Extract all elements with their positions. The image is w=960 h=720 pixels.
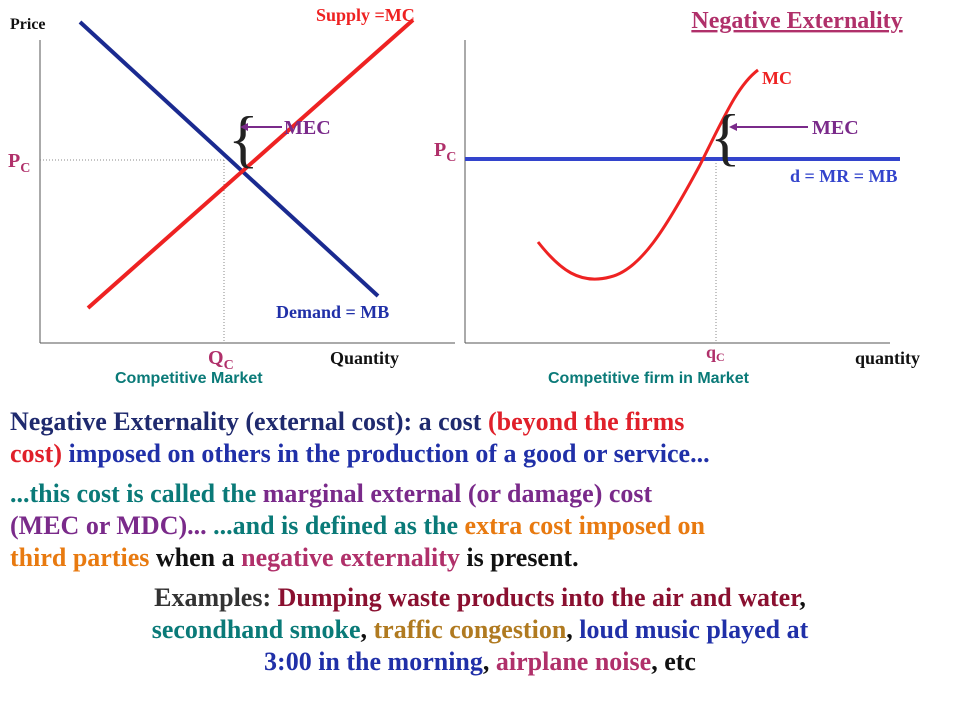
text-segment: (beyond the firms xyxy=(487,407,685,436)
supply-line xyxy=(86,18,415,310)
market-caption: Competitive Market xyxy=(115,370,263,387)
text-segment: traffic congestion xyxy=(373,615,567,644)
letter: P xyxy=(434,139,446,161)
text-segment: Negative Externality (external cost): a … xyxy=(10,407,488,436)
text-segment: marginal external (or damage) cost xyxy=(262,479,653,508)
brace: { xyxy=(710,101,741,172)
mec-label: MEC xyxy=(812,117,859,139)
text-segment: , xyxy=(799,583,806,612)
text-segment: cost) xyxy=(10,439,62,468)
arrow-head xyxy=(240,123,248,131)
text-line: Negative Externality (external cost): a … xyxy=(10,406,950,438)
firm-caption: Competitive firm in Market xyxy=(548,370,749,387)
text-line: 3:00 in the morning, airplane noise, etc xyxy=(10,646,950,678)
quantity-label: QC xyxy=(208,347,234,373)
text-line: secondhand smoke, traffic congestion, lo… xyxy=(10,614,950,646)
letter: q xyxy=(706,342,716,362)
brace: { xyxy=(228,103,259,174)
text-segment: loud music played at xyxy=(579,615,809,644)
text-segment: imposed on xyxy=(572,511,706,540)
text-segment: (MEC or MDC)... xyxy=(10,511,207,540)
demand-line xyxy=(78,20,380,298)
subscript: C xyxy=(224,358,234,373)
text-segment: Dumping waste products into the air and … xyxy=(277,583,800,612)
caption-box: Competitive Market xyxy=(115,370,263,387)
mc-curve xyxy=(536,68,759,281)
text-segment: , etc xyxy=(651,647,696,676)
demand-label: Demand = MB xyxy=(276,302,389,322)
subscript: C xyxy=(20,161,30,176)
arrow-head xyxy=(729,123,737,131)
mc-label: MC xyxy=(762,68,792,88)
graphs: Negative Externality { Price Supply =MC … xyxy=(8,5,920,387)
text-line: cost) imposed on others in the productio… xyxy=(10,438,950,470)
text-segment: third parties xyxy=(10,543,150,572)
text-segment: secondhand smoke xyxy=(151,615,361,644)
text-line: (MEC or MDC)... ...and is defined as the… xyxy=(10,510,950,542)
text-segment: extra cost xyxy=(464,511,573,540)
text-segment: imposed on others in the production of a… xyxy=(61,439,710,468)
text-line: third parties when a negative externalit… xyxy=(10,542,950,574)
price-label: PC xyxy=(434,139,456,165)
y-axis-label: Price xyxy=(10,16,46,33)
body-text: Negative Externality (external cost): a … xyxy=(10,406,950,678)
caption-box: Competitive firm in Market xyxy=(548,370,749,387)
text-segment: airplane noise xyxy=(495,647,652,676)
price-label: PC xyxy=(8,150,30,176)
text-segment: negative externality xyxy=(241,543,460,572)
text-segment: , xyxy=(482,647,496,676)
subscript: C xyxy=(446,150,456,165)
quantity-label: qC xyxy=(706,342,725,364)
demand-label: d = MR = MB xyxy=(790,166,898,186)
x-axis-label: quantity xyxy=(855,348,920,368)
text-segment: 3:00 in the morning xyxy=(264,647,483,676)
subscript: C xyxy=(716,350,725,364)
text-segment: , xyxy=(566,615,580,644)
letter: Q xyxy=(208,347,224,369)
text-segment: , xyxy=(360,615,374,644)
slide-title: Negative Externality xyxy=(691,8,902,34)
text-segment: ...this cost is called the xyxy=(10,479,263,508)
letter: P xyxy=(8,150,20,172)
text-line: ...this cost is called the marginal exte… xyxy=(10,478,950,510)
text-segment: is present. xyxy=(459,543,579,572)
x-axis-label: Quantity xyxy=(330,348,399,368)
text-segment: when a xyxy=(149,543,242,572)
supply-label: Supply =MC xyxy=(316,5,415,25)
text-line: Examples: Dumping waste products into th… xyxy=(10,582,950,614)
text-segment: ...and is defined as the xyxy=(206,511,465,540)
mec-label: MEC xyxy=(284,117,331,139)
text-segment: Examples: xyxy=(154,583,278,612)
